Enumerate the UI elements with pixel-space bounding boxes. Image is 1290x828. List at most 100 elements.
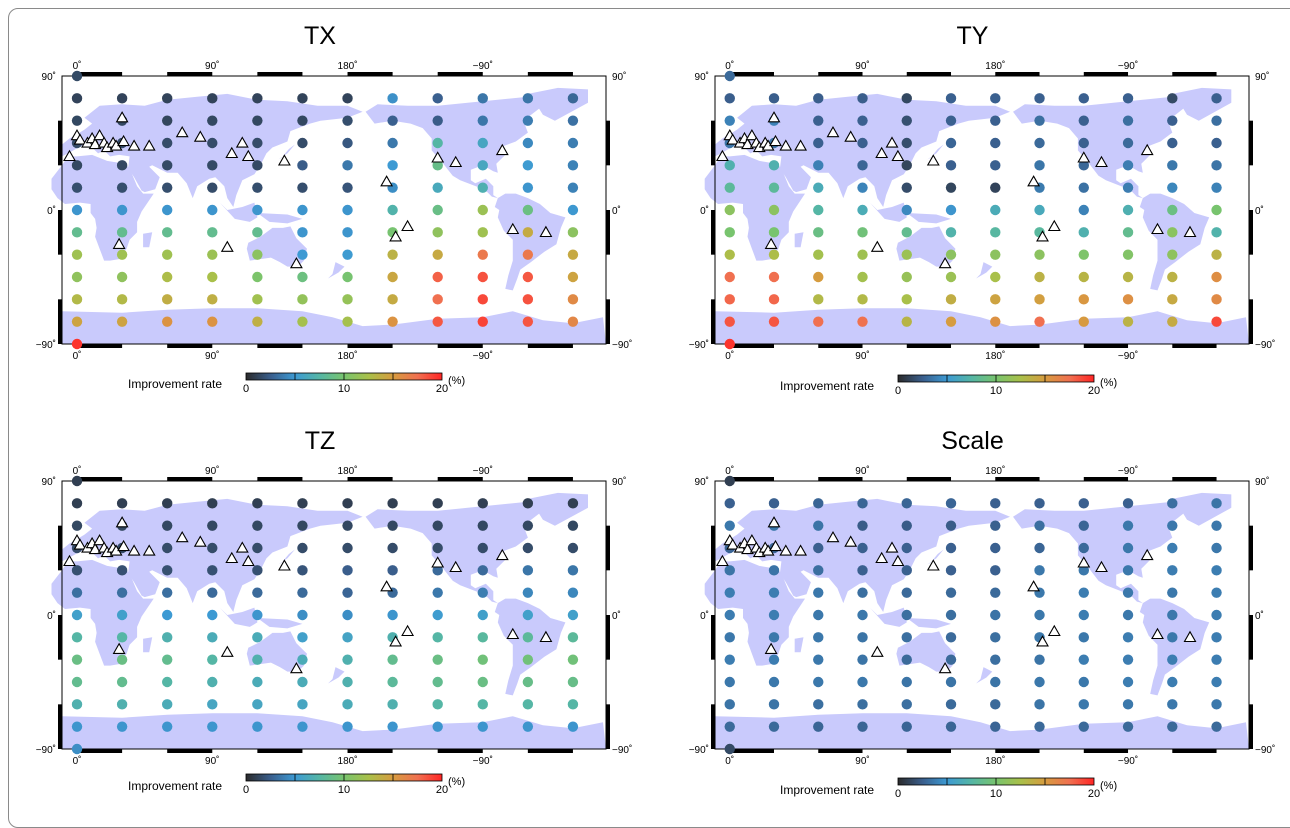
colorbar: Improvement rate 0 10 20 (%) — [780, 773, 1160, 807]
grid-point — [477, 294, 488, 305]
grid-point — [387, 316, 398, 327]
landmass-layer — [51, 492, 606, 749]
grid-point — [207, 565, 218, 576]
landmass — [62, 713, 606, 749]
colorbar-tick-label: 0 — [243, 383, 249, 395]
colorbar-tick-label: 10 — [990, 788, 1002, 800]
grid-point — [342, 520, 353, 531]
lon-label-bottom: 0˚ — [725, 350, 734, 362]
colorbar-tick-label: 20 — [436, 383, 448, 395]
frame-bar-top — [167, 72, 213, 76]
grid-point — [297, 137, 308, 149]
grid-point — [432, 654, 443, 665]
frame-bar-left — [711, 120, 715, 166]
station-triangle — [73, 538, 87, 550]
station-triangle — [1183, 225, 1197, 238]
grid-point — [990, 498, 1001, 509]
lat-label-left: 0˚ — [47, 610, 56, 622]
grid-point — [945, 721, 957, 732]
station-triangle — [506, 627, 520, 640]
landmass — [62, 498, 363, 612]
frame-bar-bottom — [995, 344, 1040, 348]
landmass — [494, 598, 566, 696]
lat-label-right: 90˚ — [612, 71, 626, 83]
grid-point — [1122, 609, 1134, 621]
frame-bar-left — [58, 615, 62, 660]
pole-point-south — [724, 743, 735, 755]
grid-point — [901, 271, 912, 283]
station-triangle — [142, 544, 156, 556]
station-triangle — [431, 556, 445, 568]
grid-point — [901, 160, 912, 171]
station-triangle — [539, 225, 553, 238]
grid-point — [813, 654, 824, 665]
grid-point — [387, 565, 398, 576]
lat-label-left: 0˚ — [47, 205, 56, 217]
frame-bar-bottom — [1172, 344, 1217, 348]
colorbar-label: Improvement rate — [128, 779, 223, 793]
map-frame-ticks — [711, 477, 1253, 753]
grid-point — [990, 632, 1001, 643]
grid-point — [116, 699, 128, 710]
grid-point — [1167, 542, 1178, 554]
grid-point — [522, 271, 534, 283]
grid-point — [1034, 565, 1045, 576]
station-triangle — [769, 134, 782, 147]
grid-point — [813, 609, 824, 621]
grid-point — [768, 227, 780, 238]
grid-point — [567, 316, 579, 327]
grid-point — [342, 721, 353, 732]
grid-point — [477, 498, 488, 509]
grid-point — [342, 498, 353, 509]
frame-bar-top — [1172, 477, 1217, 481]
grid-point — [990, 115, 1001, 126]
grid-point — [342, 227, 353, 238]
grid-point — [387, 160, 398, 171]
grid-point — [342, 115, 353, 126]
grid-point — [522, 699, 534, 710]
grid-point — [901, 316, 912, 327]
grid-point — [901, 182, 912, 193]
grid-point — [567, 182, 579, 193]
grid-point — [813, 93, 824, 104]
grid-point — [1034, 271, 1045, 283]
grid-point — [522, 249, 534, 260]
landmass — [494, 193, 566, 291]
colorbar-unit: (%) — [1100, 377, 1117, 389]
grid-point — [724, 160, 735, 171]
grid-point — [207, 654, 218, 665]
grid-point — [901, 93, 912, 104]
grid-point — [768, 498, 780, 509]
grid-point — [901, 204, 912, 216]
grid-point — [990, 249, 1001, 260]
lon-label-bottom: 0˚ — [725, 755, 734, 767]
landmass — [715, 308, 1249, 344]
grid-point — [945, 249, 957, 260]
station-triangle — [88, 137, 102, 150]
station-triangle — [767, 516, 781, 528]
station-triangle — [1183, 630, 1197, 643]
grid-point — [71, 160, 83, 171]
grid-point — [116, 316, 128, 327]
frame-bar-left — [58, 120, 62, 166]
grid-point — [116, 498, 128, 509]
frame-bar-right — [1249, 525, 1253, 571]
grid-point — [161, 160, 173, 171]
landmass — [794, 637, 804, 653]
grid-point — [477, 93, 488, 104]
station-triangle — [277, 559, 291, 571]
grid-point — [567, 137, 579, 149]
station-triangle — [875, 551, 889, 564]
station-layer — [715, 111, 1197, 269]
grid-point — [71, 294, 83, 305]
frame-bar-left — [58, 299, 62, 344]
grid-point — [901, 520, 912, 531]
lon-label-top: 90˚ — [205, 465, 219, 477]
grid-point — [813, 160, 824, 171]
grid-point — [252, 204, 263, 216]
grid-point — [161, 137, 173, 149]
grid-point — [567, 676, 579, 688]
grid-point — [432, 271, 443, 283]
station-triangle — [175, 125, 189, 138]
frame-bar-bottom — [906, 344, 952, 348]
